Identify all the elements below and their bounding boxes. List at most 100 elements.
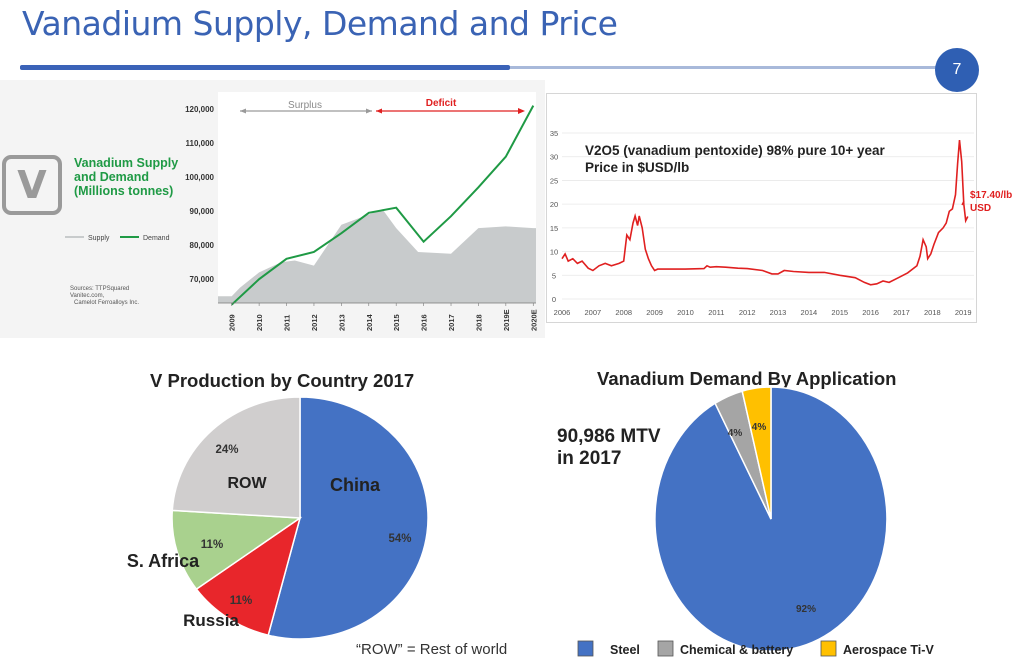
price-panel: 0 5 10 15 20 25 30 35 2006 2007 2008 2009 2010 2011 20… — [546, 93, 1012, 323]
x-tick-label: 2007 — [585, 308, 602, 317]
price-line — [561, 140, 969, 286]
surplus-arrowhead — [366, 108, 372, 114]
surplus-label: Surplus — [288, 100, 322, 111]
pie-slice-s-africa — [171, 509, 303, 591]
y-tick-label: 5 — [552, 271, 556, 280]
legend-label: Chemical & battery — [680, 643, 793, 657]
slice-label: S. Africa — [127, 551, 200, 571]
price-frame — [546, 93, 977, 323]
x-tick-label: 2018 — [924, 308, 941, 317]
x-tick-label: 2020E — [529, 309, 538, 331]
supply-demand-chart: 70,00080,00090,000100,000110,000120,000 … — [65, 92, 538, 331]
y-tick-label: 90,000 — [190, 207, 215, 216]
legend-label: Steel — [610, 643, 640, 657]
slice-percent-label: 92% — [796, 604, 816, 615]
x-tick-label: 2011 — [283, 315, 292, 331]
application-total-value: 90,986 MTV — [557, 426, 661, 447]
page-number-badge: 7 — [935, 48, 979, 92]
x-tick-label: 2016 — [420, 314, 429, 331]
y-tick-label: 80,000 — [190, 241, 215, 250]
legend-demand-label: Demand — [143, 235, 170, 242]
application-title: Vanadium Demand By Application — [597, 368, 897, 389]
legend-swatch — [577, 640, 594, 657]
production-footnote: “ROW” = Rest of world — [356, 641, 508, 658]
slice-percent-label: 24% — [215, 444, 238, 456]
slice-percent-label: 11% — [201, 539, 223, 551]
application-total-year: in 2017 — [557, 448, 622, 469]
y-tick-label: 25 — [550, 176, 558, 185]
x-tick-label: 2015 — [392, 314, 401, 331]
application-panel: Vanadium Demand By Application 90,986 MT… — [545, 358, 985, 668]
slice-percent-label: 54% — [388, 533, 411, 545]
y-tick-label: 100,000 — [185, 173, 214, 182]
deficit-arrowhead — [518, 108, 525, 114]
source-line: Sources: TTPSquared — [70, 286, 130, 292]
vanadium-logo: V — [2, 155, 62, 215]
x-tick-label: 2011 — [708, 308, 724, 317]
x-tick-label: 2017 — [893, 308, 910, 317]
pie-slice-china — [267, 396, 429, 640]
pie-slice-aerospace-ti-v — [741, 386, 772, 520]
production-panel: V Production by Country 2017 China 54% Rus… — [100, 358, 530, 668]
x-tick-label: 2012 — [739, 308, 756, 317]
legend-supply-label: Supply — [88, 235, 110, 242]
supply-demand-sources: Sources: TTPSquared Vanitec.com, Camelot… — [70, 286, 139, 307]
y-tick-label: 120,000 — [185, 105, 214, 114]
slice-label: Russia — [183, 611, 239, 630]
x-tick-label: 2019E — [502, 309, 511, 331]
price-annotation-arrow — [961, 200, 965, 206]
price-chart-title: V2O5 (vanadium pentoxide) 98% pure 10+ y… — [585, 143, 885, 175]
pie-slice-row — [171, 396, 301, 519]
y-tick-label: 10 — [550, 248, 558, 257]
slice-label: ROW — [227, 475, 267, 492]
legend-swatch — [820, 640, 837, 657]
x-tick-label: 2019 — [955, 308, 972, 317]
title-divider-accent — [20, 65, 510, 70]
x-tick-label: 2009 — [228, 314, 237, 331]
application-pie: 92% 4% 4% Steel Chemical & battery Aerospace … — [577, 386, 934, 657]
vanadium-logo-letter: V — [17, 163, 47, 207]
x-tick-label: 2014 — [365, 313, 374, 331]
x-tick-label: 2013 — [770, 308, 787, 317]
deficit-label: Deficit — [426, 98, 457, 109]
demand-line — [231, 105, 535, 306]
production-title: V Production by Country 2017 — [150, 370, 415, 391]
x-tick-label: 2010 — [255, 314, 264, 331]
source-line: Vanitec.com, — [70, 293, 105, 299]
y-tick-label: 35 — [550, 129, 558, 138]
legend-label: Aerospace Ti-V — [843, 643, 934, 657]
x-tick-label: 2012 — [310, 314, 319, 331]
y-tick-label: 70,000 — [190, 275, 215, 284]
source-line: Camelot Ferroalloys Inc. — [74, 300, 140, 306]
x-tick-label: 2009 — [646, 308, 663, 317]
deficit-arrowhead — [376, 108, 382, 114]
price-annotation: $17.40/lb USD — [970, 190, 1013, 214]
surplus-arrowhead — [240, 108, 246, 114]
slice-percent-label: 4% — [728, 428, 743, 439]
x-tick-label: 2010 — [677, 308, 694, 317]
y-tick-label: 20 — [550, 200, 558, 209]
slice-percent-label: 4% — [752, 422, 767, 433]
y-tick-label: 15 — [550, 224, 558, 233]
y-tick-label: 30 — [550, 153, 558, 162]
legend-swatch — [657, 640, 674, 657]
slice-percent-label: 11% — [230, 595, 252, 607]
supply-demand-panel: V Vanadium Supply and Demand (Millions t… — [0, 80, 545, 338]
x-tick-label: 2016 — [862, 308, 879, 317]
price-chart: 0 5 10 15 20 25 30 35 2006 2007 2008 2009 2010 2011 20… — [546, 93, 977, 323]
y-tick-label: 0 — [552, 295, 556, 304]
supply-demand-title: Vanadium Supply and Demand (Millions ton… — [74, 156, 179, 198]
x-tick-label: 2013 — [337, 314, 346, 331]
x-tick-label: 2017 — [447, 314, 456, 331]
x-tick-label: 2008 — [615, 308, 632, 317]
x-tick-label: 2014 — [801, 308, 818, 317]
x-tick-label: 2006 — [554, 308, 571, 317]
pie-slice-russia — [195, 516, 302, 637]
x-tick-label: 2018 — [474, 314, 483, 331]
y-tick-label: 110,000 — [186, 139, 215, 148]
x-tick-label: 2015 — [831, 308, 848, 317]
application-total-label: 90,986 MTV in 2017 — [557, 426, 661, 470]
supply-area — [218, 209, 536, 303]
slide-title: Vanadium Supply, Demand and Price — [22, 4, 618, 43]
